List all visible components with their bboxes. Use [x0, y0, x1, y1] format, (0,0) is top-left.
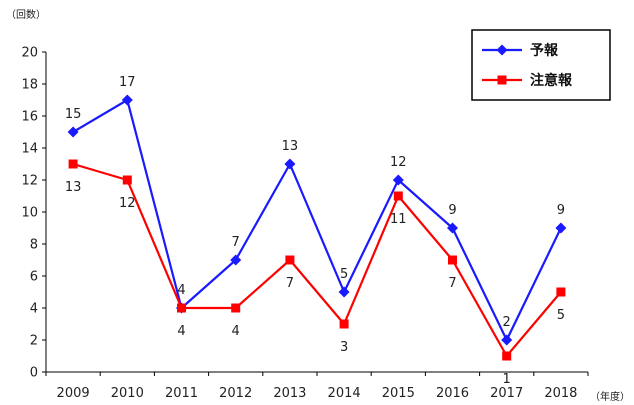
series-line-2	[72, 162, 562, 358]
data-point-diamond	[230, 254, 242, 266]
data-label-series-1: 9	[448, 203, 456, 218]
y-tick-label: 6	[30, 270, 38, 285]
data-label-series-1: 13	[282, 139, 299, 154]
x-tick-label: 2013	[273, 386, 306, 401]
data-point-diamond	[501, 334, 513, 346]
data-point-square	[285, 255, 295, 265]
data-label-series-2: 1	[503, 372, 511, 387]
data-label-series-2: 11	[390, 212, 407, 227]
data-point-square	[339, 319, 349, 329]
x-tick-label: 2014	[328, 386, 361, 401]
data-point-square	[448, 255, 457, 265]
legend-marker-square	[497, 75, 507, 85]
y-tick-label: 10	[21, 206, 38, 221]
x-tick-label: 2017	[490, 386, 523, 401]
data-point-square	[177, 303, 186, 313]
data-point-square	[68, 159, 78, 169]
data-point-diamond	[121, 94, 133, 106]
x-tick-label: 2015	[382, 386, 415, 401]
data-label-series-1: 15	[65, 107, 82, 122]
data-label-series-2: 12	[119, 196, 136, 211]
y-tick-label: 0	[30, 366, 38, 381]
legend-marker-diamond	[496, 44, 508, 56]
series-layer	[67, 94, 567, 361]
data-point-diamond	[284, 158, 296, 170]
data-point-square	[502, 351, 512, 361]
data-label-series-2: 3	[340, 340, 348, 355]
x-tick-label: 2011	[165, 386, 198, 401]
data-label-series-2: 4	[232, 324, 240, 339]
x-tick-label: 2012	[219, 386, 252, 401]
y-tick-label: 14	[21, 142, 38, 157]
y-tick-label: 4	[30, 302, 38, 317]
data-label-series-2: 7	[286, 276, 294, 291]
data-point-diamond	[67, 126, 79, 138]
data-label-series-2: 4	[177, 324, 185, 339]
y-tick-label: 18	[21, 78, 38, 93]
data-label-series-2: 5	[557, 308, 565, 323]
data-label-series-1: 7	[232, 235, 240, 250]
legend-label-2: 注意報	[530, 72, 573, 89]
data-point-square	[556, 287, 566, 297]
x-tick-label: 2018	[544, 386, 577, 401]
legend-box	[471, 29, 611, 101]
data-label-series-1: 17	[119, 75, 136, 90]
y-tick-label: 20	[21, 46, 38, 61]
data-label-series-1: 5	[340, 267, 348, 282]
legend-label-1: 予報	[530, 42, 559, 59]
data-point-diamond	[392, 174, 404, 186]
y-tick-label: 12	[21, 174, 38, 189]
data-point-square	[231, 303, 241, 313]
data-point-diamond	[555, 222, 567, 234]
data-label-series-2: 7	[448, 276, 456, 291]
data-point-square	[393, 191, 403, 201]
data-label-series-1: 2	[503, 315, 511, 330]
data-label-series-1: 9	[557, 203, 565, 218]
data-label-series-1: 12	[390, 155, 407, 170]
x-tick-label: 2009	[57, 386, 90, 401]
series-line-1	[72, 98, 562, 342]
y-tick-label: 16	[21, 110, 38, 125]
data-point-square	[122, 175, 132, 185]
data-label-series-2: 13	[65, 180, 82, 195]
data-point-diamond	[338, 286, 350, 298]
x-tick-label: 2010	[111, 386, 144, 401]
y-tick-label: 8	[30, 238, 38, 253]
data-point-diamond	[447, 222, 458, 234]
y-unit-label: （回数）	[6, 8, 46, 21]
y-tick-label: 2	[30, 334, 38, 349]
x-tick-label: 2016	[436, 386, 469, 401]
data-label-series-1: 4	[177, 283, 185, 298]
x-unit-label: （年度）	[590, 390, 630, 403]
